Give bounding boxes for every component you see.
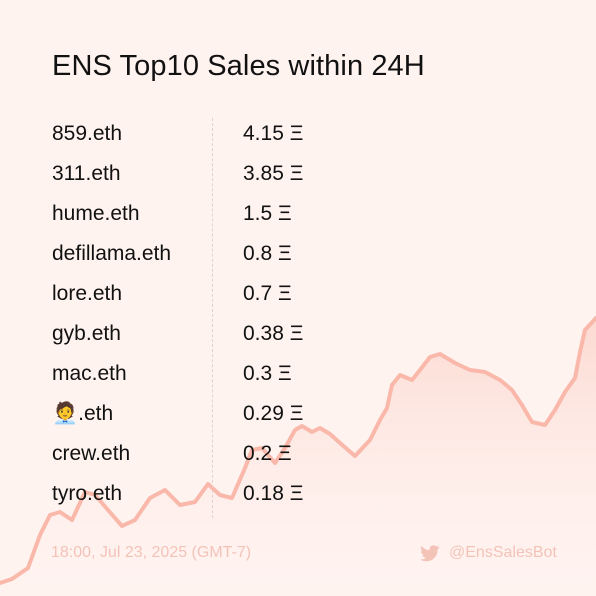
sale-row: hume.eth 1.5 Ξ <box>0 194 596 234</box>
sales-table: 859.eth 4.15 Ξ 311.eth 3.85 Ξ hume.eth 1… <box>0 114 596 514</box>
sale-row: gyb.eth 0.38 Ξ <box>0 314 596 354</box>
twitter-handle-label: @EnsSalesBot <box>449 544 557 561</box>
sale-price: 0.3 Ξ <box>243 362 292 385</box>
domain-name: hume.eth <box>52 202 140 225</box>
sale-price: 3.85 Ξ <box>243 162 304 185</box>
sale-row: 859.eth 4.15 Ξ <box>0 114 596 154</box>
sale-row: crew.eth 0.2 Ξ <box>0 434 596 474</box>
domain-name: tyro.eth <box>52 482 123 505</box>
sale-price: 0.18 Ξ <box>243 482 304 505</box>
background-chart-area <box>0 318 596 596</box>
domain-name: gyb.eth <box>52 322 121 345</box>
sale-row: lore.eth 0.7 Ξ <box>0 274 596 314</box>
domain-name: crew.eth <box>52 442 131 465</box>
background-chart-line <box>0 316 596 585</box>
sale-price: 0.7 Ξ <box>243 282 292 305</box>
sale-price: 0.38 Ξ <box>243 322 304 345</box>
sale-row: 311.eth 3.85 Ξ <box>0 154 596 194</box>
sale-price: 4.15 Ξ <box>243 122 304 145</box>
domain-name: 311.eth <box>52 162 121 185</box>
domain-name: mac.eth <box>52 362 127 385</box>
sale-price: 0.2 Ξ <box>243 442 292 465</box>
sale-row: tyro.eth 0.18 Ξ <box>0 474 596 514</box>
domain-name: 🧑‍💼.eth <box>52 402 114 425</box>
sale-price: 0.8 Ξ <box>243 242 292 265</box>
twitter-icon <box>420 544 440 561</box>
domain-name: lore.eth <box>52 282 123 305</box>
domain-name: 859.eth <box>52 122 123 145</box>
domain-name: defillama.eth <box>52 242 172 265</box>
sale-row: mac.eth 0.3 Ξ <box>0 354 596 394</box>
twitter-handle[interactable]: @EnsSalesBot <box>420 544 557 562</box>
sale-price: 1.5 Ξ <box>243 202 292 225</box>
column-divider <box>212 118 213 518</box>
timestamp: 18:00, Jul 23, 2025 (GMT-7) <box>51 544 252 561</box>
sale-row: defillama.eth 0.8 Ξ <box>0 234 596 274</box>
card-title: ENS Top10 Sales within 24H <box>52 50 425 82</box>
sale-price: 0.29 Ξ <box>243 402 304 425</box>
sale-row: 🧑‍💼.eth 0.29 Ξ <box>0 394 596 434</box>
